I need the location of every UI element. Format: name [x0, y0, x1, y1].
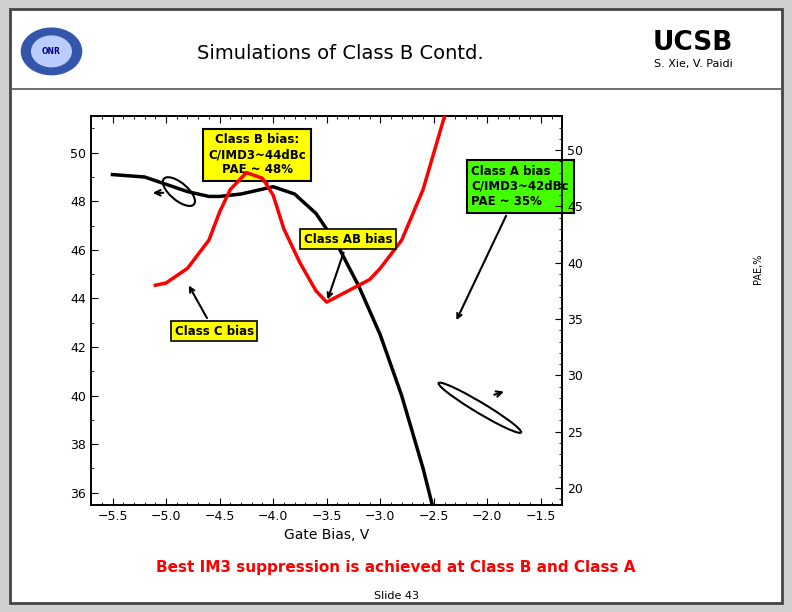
X-axis label: Gate Bias, V: Gate Bias, V	[284, 528, 369, 542]
Circle shape	[21, 28, 82, 75]
Text: Best IM3 suppression is achieved at Class B and Class A: Best IM3 suppression is achieved at Clas…	[156, 561, 636, 575]
Circle shape	[32, 36, 71, 67]
Text: Class C bias: Class C bias	[175, 288, 253, 338]
Text: PAE,%: PAE,%	[753, 254, 763, 285]
Text: Class A bias
C/IMD3~42dBc
PAE ~ 35%: Class A bias C/IMD3~42dBc PAE ~ 35%	[457, 165, 569, 318]
FancyBboxPatch shape	[10, 9, 782, 603]
Text: S. Xie, V. Paidi: S. Xie, V. Paidi	[653, 59, 733, 69]
Text: Class B bias:
C/IMD3~44dBc
PAE ~ 48%: Class B bias: C/IMD3~44dBc PAE ~ 48%	[208, 133, 306, 185]
Text: UCSB: UCSB	[653, 30, 733, 56]
Text: Slide 43: Slide 43	[374, 591, 418, 601]
Text: ONR: ONR	[42, 47, 61, 56]
Text: Class AB bias: Class AB bias	[304, 233, 392, 297]
Text: Simulations of Class B Contd.: Simulations of Class B Contd.	[197, 44, 484, 64]
